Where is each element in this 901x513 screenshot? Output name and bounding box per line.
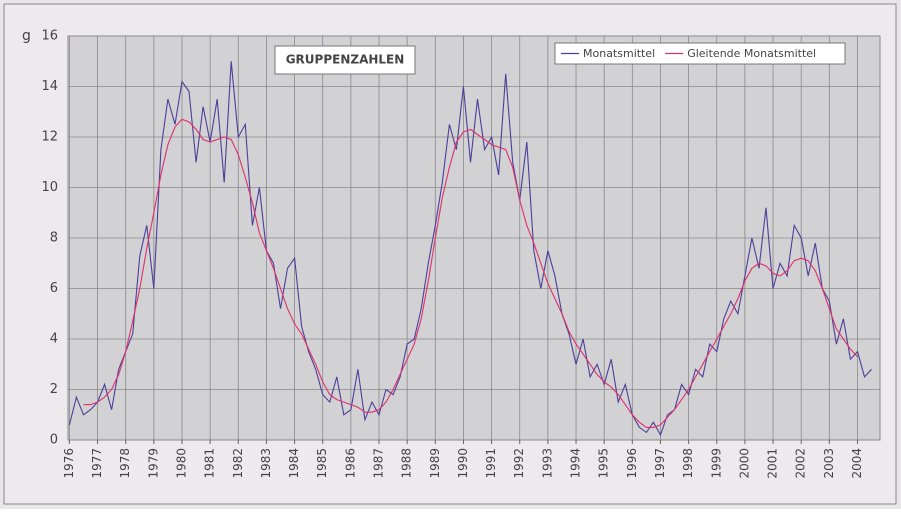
y-axis-label: g xyxy=(22,28,31,44)
title-box xyxy=(274,45,416,75)
x-tick-label: 1977 xyxy=(90,448,104,479)
x-tick-label: 1978 xyxy=(118,448,132,479)
x-tick-label: 1983 xyxy=(259,448,273,479)
y-tick-label: 6 xyxy=(50,281,58,296)
y-tick-label: 16 xyxy=(41,29,58,44)
x-tick-label: 1976 xyxy=(62,448,76,479)
x-tick-label: 1986 xyxy=(343,448,357,479)
x-tick-label: 1981 xyxy=(203,448,217,479)
x-tick-label: 1979 xyxy=(146,448,160,479)
y-tick-label: 0 xyxy=(50,433,58,448)
x-tick-label: 1989 xyxy=(428,448,442,479)
series-line xyxy=(68,61,873,437)
x-tick-label: 1998 xyxy=(681,448,695,479)
x-tick-label: 1990 xyxy=(456,448,470,479)
x-tick-label: 1980 xyxy=(174,448,188,479)
x-tick-label: 1996 xyxy=(625,448,639,479)
x-tick-label: 1982 xyxy=(231,448,245,479)
x-tick-label: 2000 xyxy=(737,448,751,479)
x-tick-label: 1997 xyxy=(653,448,667,479)
x-tick-label: 1984 xyxy=(287,448,301,479)
series-line xyxy=(83,118,858,428)
x-tick-label: 2003 xyxy=(822,448,836,479)
x-tick-label: 1995 xyxy=(597,448,611,479)
legend-label: Monatsmittel xyxy=(583,47,655,60)
y-tick-label: 12 xyxy=(41,130,58,145)
x-tick-label: 1999 xyxy=(709,448,723,479)
x-tick-label: 1991 xyxy=(484,448,498,479)
x-tick-label: 2001 xyxy=(766,448,780,479)
y-tick-label: 8 xyxy=(50,231,58,246)
x-tick-label: 2004 xyxy=(850,448,864,479)
x-tick-label: 1988 xyxy=(400,448,414,479)
legend-box xyxy=(554,42,846,65)
x-tick-label: 1987 xyxy=(372,448,386,479)
x-tick-label: 1994 xyxy=(569,448,583,479)
y-tick-label: 10 xyxy=(41,180,58,195)
y-tick-label: 2 xyxy=(50,382,58,397)
chart-title: GRUPPENZAHLEN xyxy=(286,53,405,67)
y-tick-label: 4 xyxy=(50,332,58,347)
legend-label: Gleitende Monatsmittel xyxy=(687,47,816,60)
y-tick-label: 14 xyxy=(41,79,58,94)
x-tick-label: 2002 xyxy=(794,448,808,479)
x-tick-label: 1985 xyxy=(315,448,329,479)
x-tick-label: 1993 xyxy=(540,448,554,479)
x-tick-label: 1992 xyxy=(512,448,526,479)
